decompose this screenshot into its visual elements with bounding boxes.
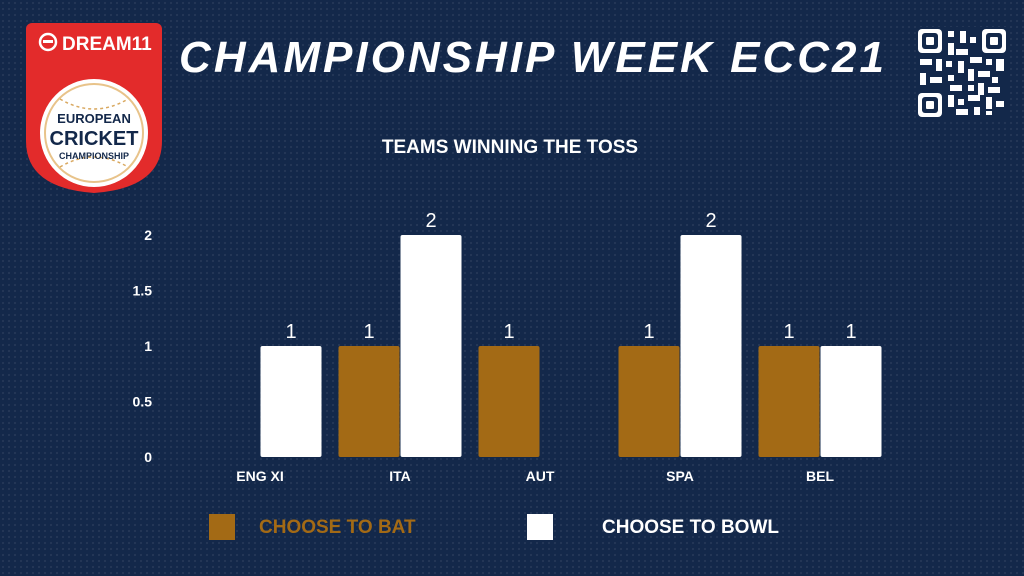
- bar-bowl: [680, 235, 742, 457]
- y-tick-label: 1.5: [133, 283, 153, 299]
- data-label: 2: [705, 210, 716, 232]
- bar-bowl: [260, 346, 322, 457]
- legend-swatch-bat: [209, 514, 235, 540]
- y-tick-label: 1: [144, 338, 152, 354]
- y-tick-label: 0.5: [133, 394, 153, 410]
- y-tick-label: 0: [144, 449, 152, 465]
- data-label: 1: [363, 321, 374, 343]
- data-label: 2: [425, 210, 436, 232]
- x-category-label: ITA: [389, 468, 411, 484]
- y-tick-label: 2: [144, 227, 152, 243]
- bar-bat: [758, 346, 820, 457]
- x-category-label: BEL: [806, 468, 834, 484]
- bar-bowl: [820, 346, 882, 457]
- qr-code-icon: [916, 27, 1008, 119]
- chart-title: TEAMS WINNING THE TOSS: [381, 137, 639, 158]
- logo-line-cricket: CRICKET: [50, 128, 139, 150]
- dream11-brand-text: DREAM11: [62, 34, 152, 55]
- legend-label-bat: CHOOSE TO BAT: [259, 517, 416, 538]
- data-label: 1: [643, 321, 654, 343]
- x-category-label: ENG XI: [236, 468, 283, 484]
- tournament-logo: DREAM11 EUROPEAN CRICKET CHAMPIONSHIP: [26, 23, 162, 193]
- x-category-label: AUT: [526, 468, 555, 484]
- data-label: 1: [285, 321, 296, 343]
- legend-swatch-bowl: [527, 514, 553, 540]
- data-label: 1: [845, 321, 856, 343]
- data-label: 1: [503, 321, 514, 343]
- bar-bat: [338, 346, 400, 457]
- bar-bat: [478, 346, 540, 457]
- logo-line-championship: CHAMPIONSHIP: [59, 151, 129, 161]
- data-label: 1: [783, 321, 794, 343]
- legend-label-bowl: CHOOSE TO BOWL: [602, 517, 779, 538]
- x-category-label: SPA: [666, 468, 694, 484]
- dream11-helmet-icon: [38, 32, 58, 52]
- logo-line-european: EUROPEAN: [57, 111, 131, 126]
- page-title: CHAMPIONSHIP WEEK ECC21: [179, 33, 887, 82]
- bar-bowl: [400, 235, 462, 457]
- bar-bat: [618, 346, 680, 457]
